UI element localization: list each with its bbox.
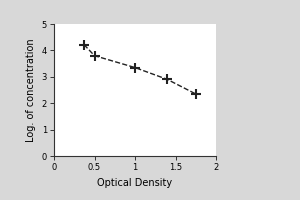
Y-axis label: Log. of concentration: Log. of concentration [26,38,36,142]
X-axis label: Optical Density: Optical Density [98,178,172,188]
